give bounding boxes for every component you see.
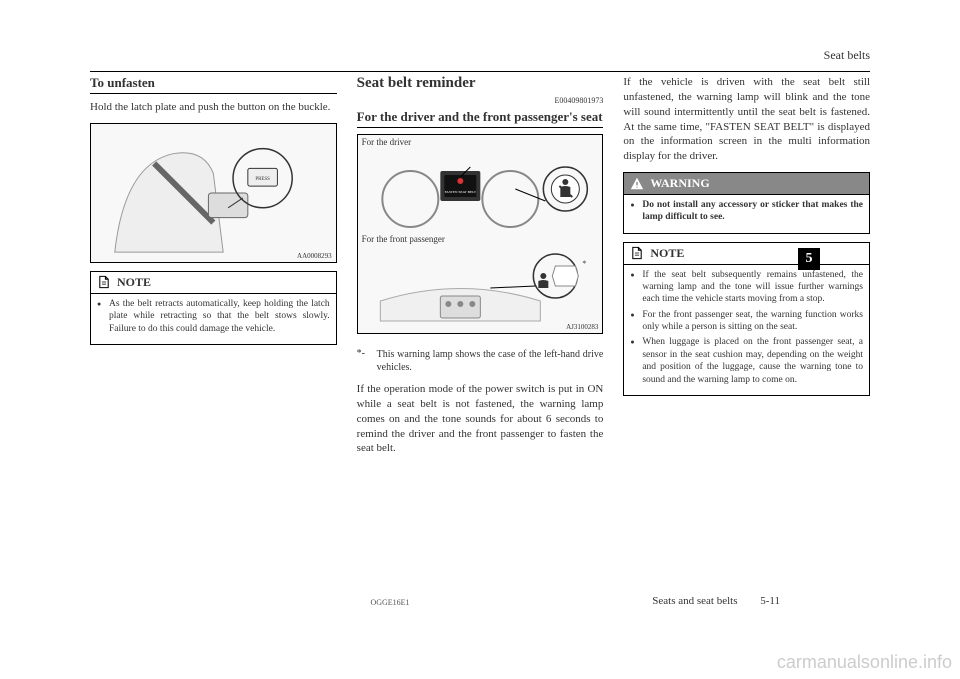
img-label-bottom: For the front passenger xyxy=(358,232,603,246)
passenger-dash-svg: * xyxy=(358,246,603,326)
svg-text:FASTEN SEAT BELT: FASTEN SEAT BELT xyxy=(444,190,476,194)
warning-label: WARNING xyxy=(650,176,709,191)
content-columns: To unfasten Hold the latch plate and pus… xyxy=(90,75,870,545)
footer-right: Seats and seat belts 5-11 xyxy=(652,595,780,607)
img-code-1: AA0008293 xyxy=(297,252,332,260)
header-rule xyxy=(90,71,870,72)
unfasten-svg: PRESS xyxy=(91,124,336,262)
svg-text:*: * xyxy=(582,259,586,268)
watermark: carmanualsonline.info xyxy=(777,652,952,673)
col2-h2: Seat belt reminder xyxy=(357,75,604,92)
note-header-2: NOTE xyxy=(624,243,869,265)
note-body-1: As the belt retracts automatically, keep… xyxy=(91,294,336,344)
reminder-illustration: For the driver FASTEN SEAT BELT xyxy=(357,134,604,334)
header-section: Seat belts xyxy=(90,48,870,63)
footer-code: OGGE16E1 xyxy=(90,598,690,607)
unfasten-illustration: PRESS AA0008293 xyxy=(90,123,337,263)
footnote: *- This warning lamp shows the case of t… xyxy=(357,348,604,374)
note-item: As the belt retracts automatically, keep… xyxy=(97,298,330,335)
col2-body: If the operation mode of the power switc… xyxy=(357,382,604,456)
col2-h1: For the driver and the front passenger's… xyxy=(357,109,604,128)
note-item: For the front passenger seat, the warnin… xyxy=(630,309,863,334)
chapter-tab: 5 xyxy=(798,248,820,270)
column-2: Seat belt reminder E00409801973 For the … xyxy=(357,75,604,545)
footnote-text: This warning lamp shows the case of the … xyxy=(377,348,604,374)
img-label-top: For the driver xyxy=(358,135,603,149)
footer-page: 5-11 xyxy=(760,595,780,607)
driver-dash-svg: FASTEN SEAT BELT xyxy=(358,149,603,229)
column-3: If the vehicle is driven with the seat b… xyxy=(623,75,870,545)
warning-box: WARNING Do not install any accessory or … xyxy=(623,172,870,234)
note-icon xyxy=(97,275,111,289)
svg-text:PRESS: PRESS xyxy=(255,177,270,182)
warning-icon xyxy=(630,177,644,191)
col3-body: If the vehicle is driven with the seat b… xyxy=(623,75,870,164)
note-body-2: If the seat belt subsequently remains un… xyxy=(624,265,869,395)
warning-body: Do not install any accessory or sticker … xyxy=(624,195,869,233)
img-code-2: AJ3100283 xyxy=(566,323,598,331)
note-box-2: NOTE If the seat belt subsequently remai… xyxy=(623,242,870,396)
footer-section: Seats and seat belts xyxy=(652,595,737,607)
column-1: To unfasten Hold the latch plate and pus… xyxy=(90,75,337,545)
col1-body: Hold the latch plate and push the button… xyxy=(90,100,337,115)
warning-item: Do not install any accessory or sticker … xyxy=(630,199,863,224)
footnote-mark: *- xyxy=(357,348,377,374)
note-item: If the seat belt subsequently remains un… xyxy=(630,269,863,306)
manual-page: Seat belts To unfasten Hold the latch pl… xyxy=(90,48,870,637)
note-label-2: NOTE xyxy=(650,246,684,261)
note-label-1: NOTE xyxy=(117,275,151,290)
col2-code: E00409801973 xyxy=(357,96,604,105)
note-icon xyxy=(630,246,644,260)
note-header-1: NOTE xyxy=(91,272,336,294)
note-box-1: NOTE As the belt retracts automatically,… xyxy=(90,271,337,345)
col1-heading: To unfasten xyxy=(90,75,337,94)
warning-header: WARNING xyxy=(624,173,869,195)
note-item: When luggage is placed on the front pass… xyxy=(630,336,863,385)
